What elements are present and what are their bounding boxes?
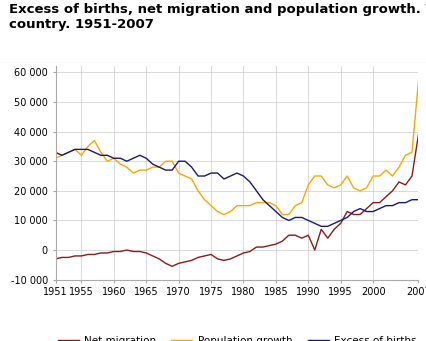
Population growth xyxy=(72,147,78,151)
Excess of births xyxy=(415,198,420,202)
Line: Excess of births: Excess of births xyxy=(55,149,417,226)
Line: Net migration: Net migration xyxy=(55,135,417,266)
Net migration xyxy=(66,255,71,260)
Population growth xyxy=(66,150,71,154)
Population growth xyxy=(415,79,420,83)
Excess of births xyxy=(53,150,58,154)
Excess of births xyxy=(311,221,317,225)
Net migration xyxy=(305,233,310,237)
Excess of births xyxy=(79,147,84,151)
Population growth xyxy=(208,204,213,208)
Excess of births xyxy=(66,150,71,154)
Population growth xyxy=(305,183,310,187)
Excess of births xyxy=(72,147,78,151)
Population growth xyxy=(311,174,317,178)
Text: Excess of births, net migration and population growth. The whole
country. 1951-2: Excess of births, net migration and popu… xyxy=(9,3,426,31)
Excess of births xyxy=(156,165,161,169)
Population growth xyxy=(150,165,155,169)
Legend: Net migration, Population growth, Excess of births: Net migration, Population growth, Excess… xyxy=(53,332,420,341)
Net migration xyxy=(72,254,78,258)
Net migration xyxy=(150,254,155,258)
Excess of births xyxy=(305,218,310,222)
Net migration xyxy=(415,133,420,137)
Excess of births xyxy=(214,171,219,175)
Net migration xyxy=(214,257,219,261)
Excess of births xyxy=(318,224,323,228)
Population growth xyxy=(53,156,58,160)
Population growth xyxy=(221,212,226,217)
Net migration xyxy=(169,264,174,268)
Line: Population growth: Population growth xyxy=(55,81,417,214)
Net migration xyxy=(53,257,58,261)
Net migration xyxy=(311,248,317,252)
